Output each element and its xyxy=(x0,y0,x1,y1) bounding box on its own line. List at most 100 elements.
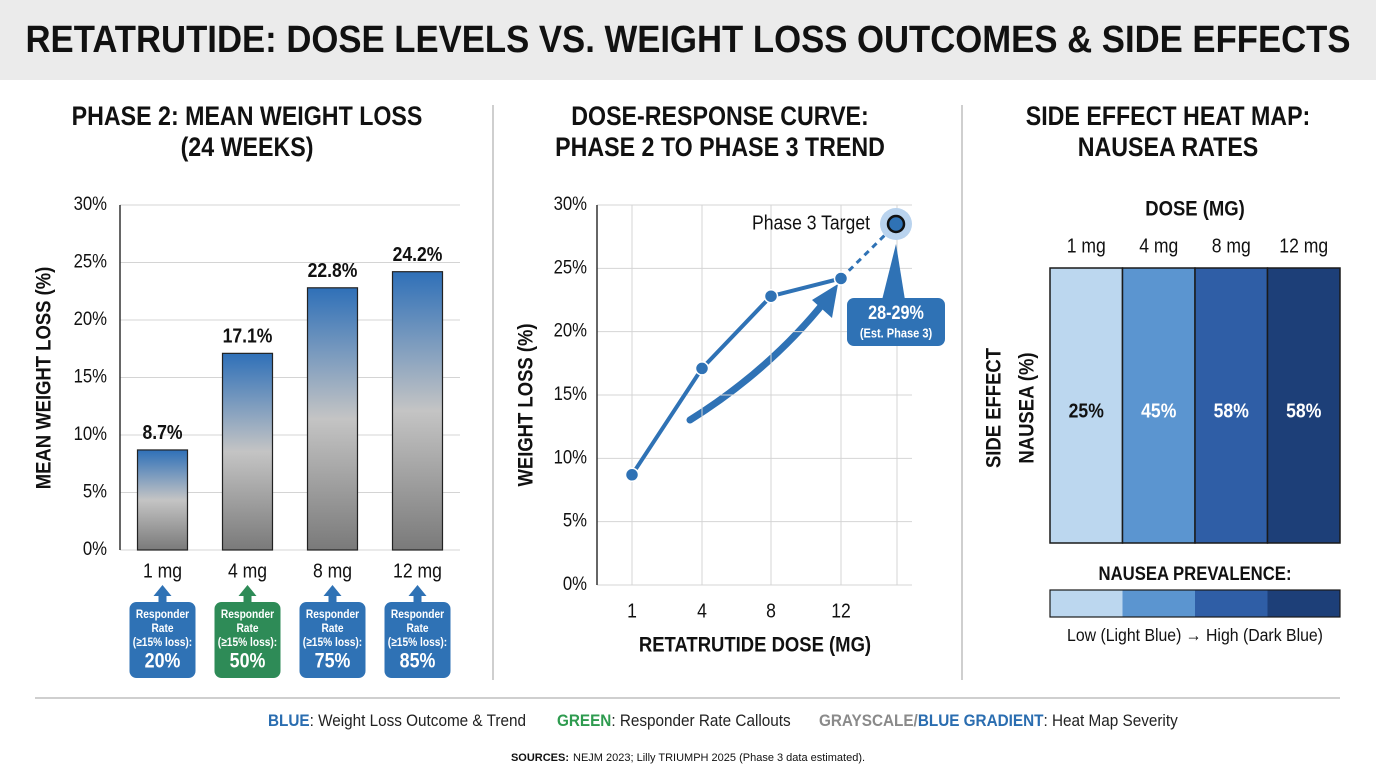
value-label: 24.2% xyxy=(393,243,443,265)
x-tick-label: 8 mg xyxy=(1212,234,1251,256)
callout-label: Responder xyxy=(221,608,275,621)
target-label: Phase 3 Target xyxy=(752,211,871,233)
colorbar-segment xyxy=(1122,590,1195,617)
value-label: 22.8% xyxy=(308,259,358,281)
legend-item: GRAYSCALE/BLUE GRADIENT: Heat Map Severi… xyxy=(819,712,1179,731)
heat-cell xyxy=(1194,267,1269,544)
line xyxy=(630,276,842,476)
x-tick-label: 1 mg xyxy=(143,559,182,581)
chart-title: NAUSEA RATES xyxy=(1078,133,1259,163)
y-tick-label: 0% xyxy=(563,573,587,594)
heat-cell xyxy=(1121,267,1196,544)
y-axis-label: SIDE EFFECT xyxy=(982,348,1005,468)
header-band xyxy=(0,0,1376,80)
legend-key: GREEN xyxy=(557,712,611,731)
cell-label: 45% xyxy=(1141,399,1176,421)
y-tick-label: 10% xyxy=(554,446,588,467)
cell-label: 58% xyxy=(1286,399,1321,421)
x-axis-label: RETATRUTIDE DOSE (MG) xyxy=(639,633,871,656)
callout-label: Rate xyxy=(321,622,343,635)
callout-label: Rate xyxy=(236,622,258,635)
y-tick-label: 5% xyxy=(563,510,587,531)
x-tick-label: 8 mg xyxy=(313,559,352,581)
callout-note: (Est. Phase 3) xyxy=(860,326,932,341)
y-tick-label: 25% xyxy=(554,256,588,277)
sources-text: NEJM 2023; Lilly TRIUMPH 2025 (Phase 3 d… xyxy=(573,752,865,764)
callout-box xyxy=(129,602,196,678)
callout-arrow xyxy=(153,585,172,603)
y-tick-label: 30% xyxy=(74,193,108,214)
y-tick-label: 20% xyxy=(74,308,108,329)
bar xyxy=(136,449,189,551)
callout-box xyxy=(384,602,451,678)
callout-arrow xyxy=(323,585,342,603)
legend-text: : Heat Map Severity xyxy=(1043,712,1178,731)
callout-arrow xyxy=(238,585,257,603)
legend-key: GRAYSCALE/ xyxy=(819,712,918,731)
chart-title: (24 WEEKS) xyxy=(181,133,314,163)
target-point xyxy=(886,214,906,234)
callout-label: (≥15% loss): xyxy=(133,636,192,649)
colorbar-segment xyxy=(1195,590,1268,617)
chart-title: SIDE EFFECT HEAT MAP: xyxy=(1026,102,1311,132)
x-tick-label: 12 xyxy=(831,599,851,621)
legend-item: BLUE: Weight Loss Outcome & Trend xyxy=(268,712,526,731)
callout-box xyxy=(299,602,366,678)
x-tick-label: 4 xyxy=(697,599,707,621)
point xyxy=(763,288,779,304)
x-tick-label: 4 mg xyxy=(228,559,267,581)
callout-value: 85% xyxy=(400,649,436,673)
projection-line xyxy=(839,222,898,280)
y-tick-label: 15% xyxy=(554,383,588,404)
x-tick-label: 4 mg xyxy=(1139,234,1178,256)
legend-text: : Weight Loss Outcome & Trend xyxy=(310,712,526,731)
colorbar-title: NAUSEA PREVALENCE: xyxy=(1099,563,1292,584)
trend-arrow xyxy=(686,296,830,424)
callout-label: Responder xyxy=(391,608,445,621)
bar xyxy=(221,352,274,551)
callout-value: 20% xyxy=(145,649,181,673)
callout-box xyxy=(214,602,281,678)
legend-item: GREEN: Responder Rate Callouts xyxy=(557,712,791,731)
colorbar-frame xyxy=(1049,589,1341,618)
callout-value: 75% xyxy=(315,649,351,673)
y-tick-label: 20% xyxy=(554,320,588,341)
y-tick-label: 30% xyxy=(554,193,588,214)
callout-label: Rate xyxy=(151,622,173,635)
x-tick-label: 8 xyxy=(766,599,776,621)
y-tick-label: 25% xyxy=(74,251,108,272)
x-tick-label: 1 mg xyxy=(1067,234,1106,256)
callout-value: 28-29% xyxy=(868,302,924,324)
sources-label: SOURCES: xyxy=(511,752,569,764)
x-axis-label: DOSE (MG) xyxy=(1145,197,1245,220)
colorbar-segment xyxy=(1267,590,1340,617)
callout-label: Rate xyxy=(406,622,428,635)
colorbar-segment xyxy=(1050,590,1123,617)
callout-pointer xyxy=(882,244,905,300)
callout-label: (≥15% loss): xyxy=(388,636,447,649)
point xyxy=(624,467,640,483)
heat-cell xyxy=(1266,267,1341,544)
callout-label: (≥15% loss): xyxy=(303,636,362,649)
trend-arrowhead xyxy=(812,284,838,318)
legend-key: BLUE xyxy=(268,712,310,731)
x-tick-label: 1 xyxy=(627,599,637,621)
chart-title: PHASE 2: MEAN WEIGHT LOSS xyxy=(72,102,423,132)
callout-value: 50% xyxy=(230,649,266,673)
chart-title: PHASE 2 TO PHASE 3 TREND xyxy=(555,133,885,163)
colorbar-caption: Low (Light Blue) → High (Dark Blue) xyxy=(1067,625,1323,645)
y-axis-label: WEIGHT LOSS (%) xyxy=(514,323,537,486)
bar xyxy=(391,271,444,551)
y-axis-label: NAUSEA (%) xyxy=(1015,352,1038,463)
legend-key: BLUE GRADIENT xyxy=(918,712,1044,731)
cell-label: 58% xyxy=(1214,399,1249,421)
heat-cell xyxy=(1049,267,1124,544)
y-axis-label: MEAN WEIGHT LOSS (%) xyxy=(32,267,55,490)
point xyxy=(833,271,849,286)
callout-arrow xyxy=(408,585,427,603)
x-tick-label: 12 mg xyxy=(1279,234,1328,256)
legend-text: : Responder Rate Callouts xyxy=(611,712,790,731)
bar xyxy=(306,287,359,551)
value-label: 8.7% xyxy=(142,421,182,443)
